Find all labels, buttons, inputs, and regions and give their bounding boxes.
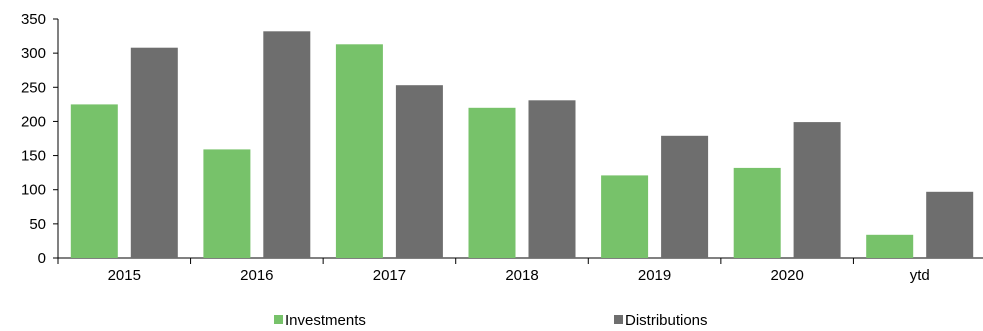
bar-distributions-ytd bbox=[926, 192, 973, 258]
bar-distributions-2016 bbox=[263, 31, 310, 258]
bars bbox=[71, 31, 973, 258]
bar-investments-2018 bbox=[469, 108, 516, 258]
bar-investments-2015 bbox=[71, 104, 118, 258]
legend-swatch-investments bbox=[274, 315, 283, 324]
legend-label-distributions: Distributions bbox=[625, 312, 708, 329]
y-tick-label: 150 bbox=[21, 148, 46, 165]
bar-distributions-2018 bbox=[529, 100, 576, 258]
bar-investments-2020 bbox=[734, 168, 781, 258]
bar-investments-2019 bbox=[601, 175, 648, 258]
y-axis: 0 50 100 150 200 250 300 350 bbox=[21, 11, 58, 267]
x-tick-label: 2019 bbox=[638, 267, 671, 284]
legend: Investments Distributions bbox=[274, 312, 708, 329]
y-tick-label: 50 bbox=[29, 216, 46, 233]
x-tick-label: 2015 bbox=[108, 267, 141, 284]
y-tick-label: 200 bbox=[21, 113, 46, 130]
bar-investments-2016 bbox=[203, 149, 250, 258]
y-tick-label: 100 bbox=[21, 182, 46, 199]
bar-distributions-2019 bbox=[661, 136, 708, 258]
bar-distributions-2015 bbox=[131, 48, 178, 258]
x-tick-label: 2018 bbox=[505, 267, 538, 284]
y-tick-label: 0 bbox=[38, 250, 46, 267]
bar-distributions-2020 bbox=[794, 122, 841, 258]
legend-swatch-distributions bbox=[614, 315, 623, 324]
y-tick-label: 350 bbox=[21, 11, 46, 28]
x-tick-label: 2020 bbox=[770, 267, 803, 284]
legend-label-investments: Investments bbox=[285, 312, 366, 329]
bar-distributions-2017 bbox=[396, 85, 443, 258]
y-tick-label: 300 bbox=[21, 45, 46, 62]
x-tick-label: 2017 bbox=[373, 267, 406, 284]
x-axis: 2015 2016 2017 2018 2019 2020 ytd bbox=[58, 258, 983, 284]
bar-investments-2017 bbox=[336, 44, 383, 258]
y-tick-label: 250 bbox=[21, 79, 46, 96]
bar-investments-ytd bbox=[866, 235, 913, 258]
x-tick-label: 2016 bbox=[240, 267, 273, 284]
x-tick-label: ytd bbox=[910, 267, 930, 284]
